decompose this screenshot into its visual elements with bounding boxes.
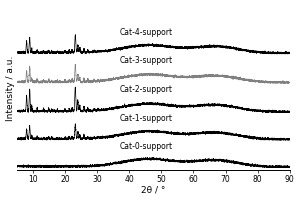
Text: Cat-1-support: Cat-1-support [120, 114, 173, 123]
Y-axis label: Intensity / a.u.: Intensity / a.u. [6, 55, 15, 121]
X-axis label: 2θ / °: 2θ / ° [141, 185, 166, 194]
Text: Cat-0-support: Cat-0-support [120, 142, 173, 151]
Text: Cat-4-support: Cat-4-support [120, 28, 173, 37]
Text: Cat-2-support: Cat-2-support [120, 85, 173, 94]
Text: Cat-3-support: Cat-3-support [120, 56, 173, 65]
